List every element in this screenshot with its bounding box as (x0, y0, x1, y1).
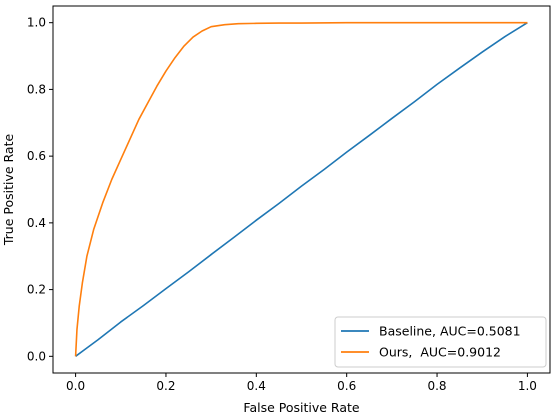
x-tick-label: 1.0 (518, 379, 537, 393)
y-tick-label: 0.4 (27, 216, 46, 230)
x-tick-label: 0.4 (247, 379, 266, 393)
x-axis-label: False Positive Rate (243, 400, 359, 415)
series-line-ours (74, 21, 528, 357)
y-tick-label: 0.8 (27, 82, 46, 96)
plot-frame (52, 5, 551, 374)
y-axis-ticks: 0.0 0.2 0.4 0.6 0.8 1.0 (27, 16, 53, 363)
y-tick-label: 0.2 (27, 283, 46, 297)
y-tick-label: 1.0 (27, 16, 46, 30)
y-axis-label: True Positive Rate (1, 134, 16, 247)
plot-lines (74, 21, 528, 357)
y-tick-label: 0.6 (27, 149, 46, 163)
legend-label: Baseline, AUC=0.5081 (379, 324, 521, 339)
x-tick-label: 0.8 (427, 379, 446, 393)
series-line-baseline (75, 22, 528, 357)
y-tick-label: 0.0 (27, 349, 46, 363)
x-axis-ticks: 0.0 0.2 0.4 0.6 0.8 1.0 (66, 373, 537, 393)
legend-box (334, 316, 547, 368)
legend-label: Ours, AUC=0.9012 (379, 345, 501, 360)
legend: Baseline, AUC=0.5081 Ours, AUC=0.9012 (334, 316, 547, 368)
x-tick-label: 0.6 (337, 379, 356, 393)
x-tick-label: 0.2 (156, 379, 175, 393)
x-tick-label: 0.0 (66, 379, 85, 393)
